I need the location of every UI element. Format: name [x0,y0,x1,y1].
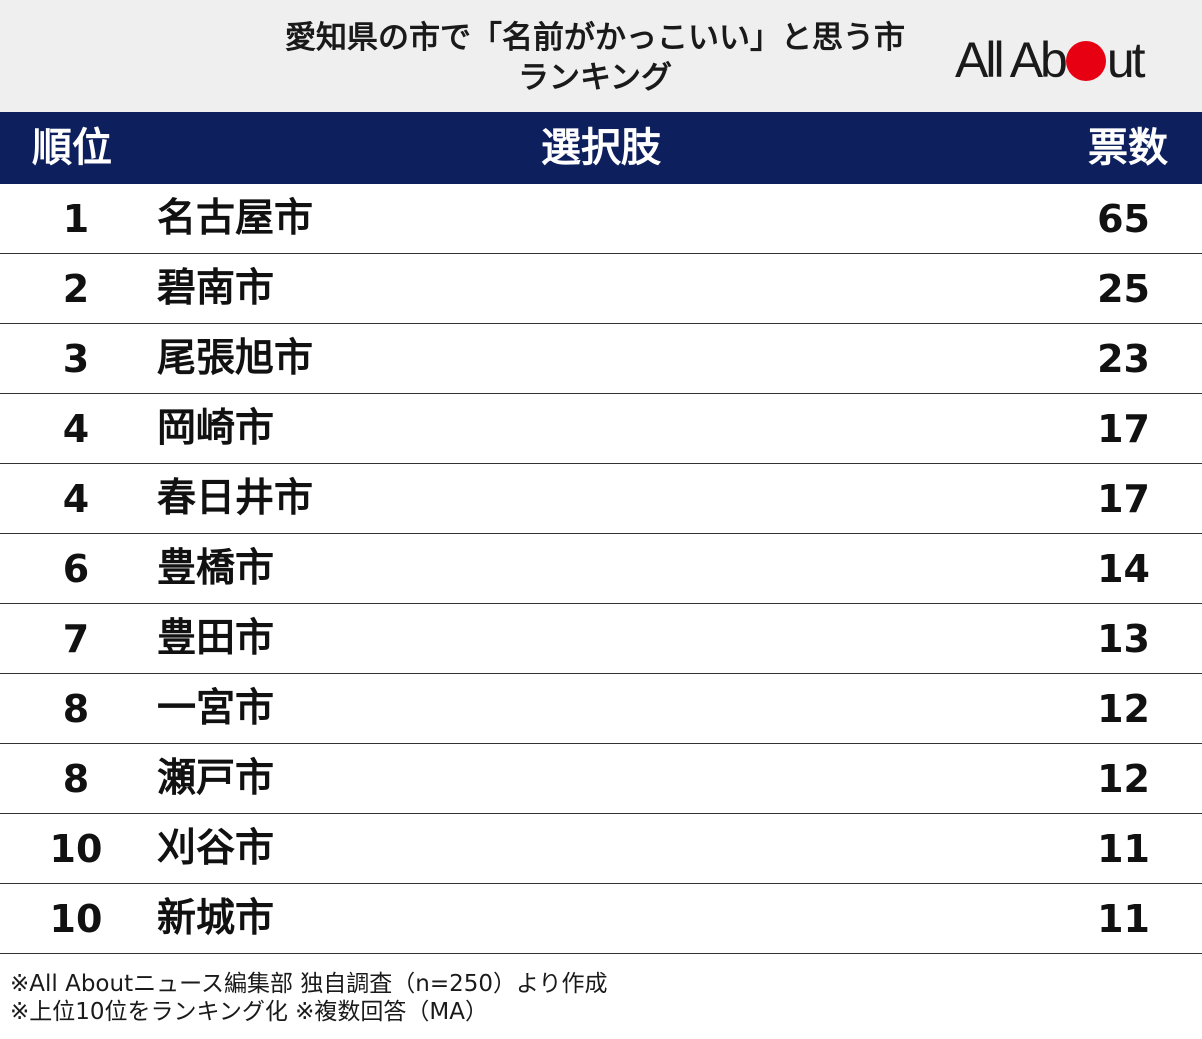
table-row: 7 豊田市 13 [0,604,1202,674]
footnote-method: ※上位10位をランキング化 ※複数回答（MA） [10,999,489,1025]
table-row: 4 岡崎市 17 [0,394,1202,464]
table-row: 8 瀬戸市 12 [0,744,1202,814]
table-header: 選択肢 順位 票数 [0,112,1202,184]
title-line-1: 愛知県の市で「名前がかっこいい」と思う市 [285,20,905,56]
rank-cell: 8 [62,757,90,801]
votes-cell: 25 [1097,267,1150,311]
table-row: 10 新城市 11 [0,884,1202,954]
city-cell: 岡崎市 [157,406,275,451]
city-cell: 碧南市 [157,266,275,311]
city-cell: 豊橋市 [157,546,275,591]
city-cell: 一宮市 [157,686,275,731]
rank-cell: 7 [62,617,90,661]
footnotes: ※All Aboutニュース編集部 独自調査（n=250）より作成 ※上位10位… [10,970,608,1026]
table-row: 2 碧南市 25 [0,254,1202,324]
city-cell: 瀬戸市 [157,756,275,801]
votes-cell: 12 [1097,757,1150,801]
column-header-item: 選択肢 [541,125,661,171]
votes-cell: 12 [1097,687,1150,731]
title-line-2: ランキング [517,60,673,96]
logo-text-end: ut [1106,32,1146,88]
rank-cell: 2 [62,267,90,311]
city-cell: 新城市 [157,896,275,941]
rank-cell: 8 [62,687,90,731]
table-row: 6 豊橋市 14 [0,534,1202,604]
column-header-votes: 票数 [1088,125,1168,171]
votes-cell: 11 [1097,897,1150,941]
rank-cell: 6 [62,547,90,591]
city-cell: 刈谷市 [157,826,275,871]
table-row: 8 一宮市 12 [0,674,1202,744]
table-row: 1 名古屋市 65 [0,184,1202,254]
city-cell: 豊田市 [157,616,275,661]
logo-red-dot [1065,41,1106,81]
chart-title: 愛知県の市で「名前がかっこいい」と思う市 ランキング [240,18,950,98]
rank-cell: 3 [62,337,90,381]
city-cell: 尾張旭市 [157,336,314,381]
title-banner: 愛知県の市で「名前がかっこいい」と思う市 ランキング All Ab ut [0,0,1202,112]
votes-cell: 17 [1097,407,1150,451]
votes-cell: 65 [1097,197,1150,241]
votes-cell: 23 [1097,337,1150,381]
footnote-source: ※All Aboutニュース編集部 独自調査（n=250）より作成 [10,971,608,997]
logo-text-start: All Ab [955,32,1068,88]
table-row: 4 春日井市 17 [0,464,1202,534]
city-cell: 名古屋市 [157,196,314,241]
rank-cell: 10 [49,827,103,871]
votes-cell: 11 [1097,827,1150,871]
rank-cell: 4 [62,407,90,451]
rank-cell: 1 [62,197,90,241]
votes-cell: 13 [1097,617,1150,661]
ranking-table-body: 1 名古屋市 65 2 碧南市 25 3 尾張旭市 23 4 岡崎市 17 4 春日井市 17 6 豊橋市 14 7… [0,184,1202,954]
column-header-rank: 順位 [32,125,112,171]
rank-cell: 4 [62,477,90,521]
table-row: 3 尾張旭市 23 [0,324,1202,394]
table-row: 10 刈谷市 11 [0,814,1202,884]
votes-cell: 14 [1097,547,1150,591]
votes-cell: 17 [1097,477,1150,521]
allabout-logo: All Ab ut [955,30,1146,90]
rank-cell: 10 [49,897,103,941]
city-cell: 春日井市 [157,476,314,521]
